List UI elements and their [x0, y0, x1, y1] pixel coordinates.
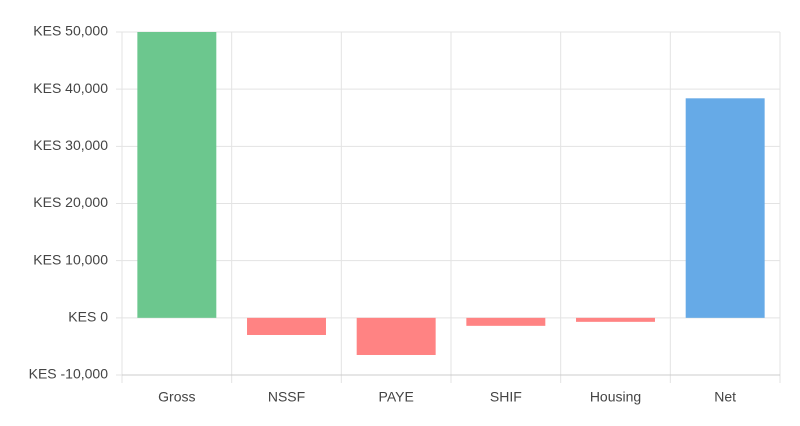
y-tick-label: KES 10,000: [33, 251, 108, 267]
y-tick-label: KES 30,000: [33, 137, 108, 153]
x-tick-label: NSSF: [268, 389, 305, 405]
x-tick-label: Net: [714, 389, 736, 405]
y-tick-label: KES -10,000: [29, 366, 109, 382]
y-tick-label: KES 40,000: [33, 80, 108, 96]
bar: [247, 317, 326, 335]
x-tick-label: PAYE: [379, 389, 414, 405]
x-tick-label: Housing: [590, 389, 641, 405]
x-tick-label: SHIF: [490, 389, 522, 405]
bar: [576, 317, 655, 322]
y-tick-label: KES 20,000: [33, 194, 108, 210]
bar: [685, 98, 765, 318]
bar: [356, 317, 436, 355]
bar: [466, 317, 546, 326]
x-tick-label: Gross: [158, 389, 195, 405]
bar: [137, 32, 217, 318]
y-tick-label: KES 0: [68, 309, 108, 325]
y-tick-label: KES 50,000: [33, 23, 108, 39]
